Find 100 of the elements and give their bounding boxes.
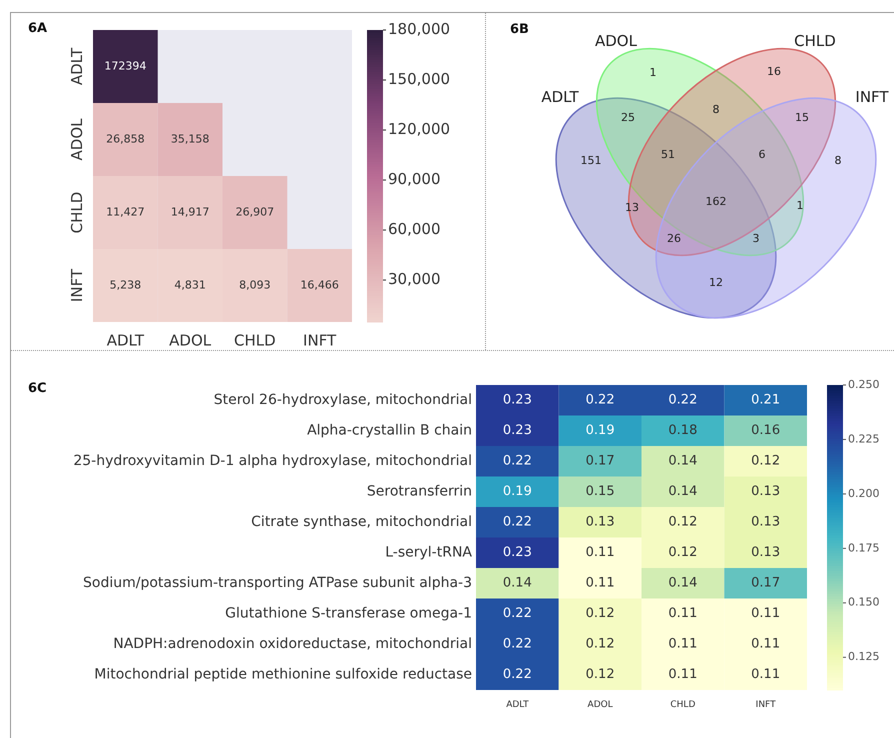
y-tick-label: Citrate synthase, mitochondrial <box>251 514 472 530</box>
data-label: 0.12 <box>668 545 698 560</box>
data-label: 0.18 <box>668 423 698 438</box>
color-bar-label: 60,000 <box>388 220 440 238</box>
color-bar-label: 0.250 <box>848 378 880 391</box>
y-tick-label: Alpha-crystallin B chain <box>307 422 472 438</box>
text: 151 <box>580 154 602 168</box>
data-label: 0.11 <box>668 606 698 622</box>
y-tick-label: ADLT <box>68 47 86 86</box>
data-label: 0.17 <box>586 454 615 469</box>
color-bar-label: 0.200 <box>848 486 880 500</box>
data-label: 26,907 <box>236 205 274 218</box>
y-tick-label: Sodium/potassium-transporting ATPase subunit alpha-3 <box>83 574 472 591</box>
data-label: 0.14 <box>502 576 532 591</box>
y-tick-label: ADOL <box>68 118 86 160</box>
data-label: 0.11 <box>668 636 698 652</box>
text: 16 <box>767 65 781 78</box>
data-label: 0.14 <box>668 454 698 469</box>
x-tick-label: CHLD <box>234 331 276 350</box>
data-label: 8,093 <box>239 278 271 292</box>
color-bar-label: 90,000 <box>388 170 440 188</box>
color-bar-label: 0.175 <box>848 541 880 554</box>
x-tick-label: ADOL <box>169 331 212 350</box>
y-tick-label: Sterol 26-hydroxylase, mitochondrial <box>214 392 472 408</box>
x-tick-label: INFT <box>756 700 776 710</box>
data-label: 0.13 <box>751 545 780 560</box>
y-tick-label: Glutathione S-transferase omega-1 <box>225 605 472 622</box>
data-label: 0.22 <box>502 514 532 530</box>
x-tick-label: ADLT <box>506 700 530 710</box>
data-label: 0.11 <box>586 576 615 591</box>
data-label: 0.14 <box>668 484 698 500</box>
text: 13 <box>625 201 639 214</box>
data-label: 0.11 <box>586 545 615 560</box>
data-label: 0.22 <box>586 392 615 408</box>
data-label: 0.22 <box>502 454 532 469</box>
data-label: 0.12 <box>586 606 615 622</box>
text: 25 <box>621 111 635 124</box>
data-label: 0.22 <box>502 636 532 652</box>
text: 1 <box>650 66 656 80</box>
data-label: 16,466 <box>300 278 339 292</box>
color-bar-label: 0.225 <box>848 432 880 446</box>
color-bar-label: 150,000 <box>388 70 450 88</box>
data-label: 0.13 <box>586 514 615 530</box>
color-bar-label: 0.125 <box>848 650 880 664</box>
data-label: 11,427 <box>106 205 145 218</box>
category-label: INFT <box>855 88 890 106</box>
text: 8 <box>712 103 720 116</box>
text: 26 <box>667 232 681 246</box>
data-label: 0.22 <box>502 667 532 682</box>
data-label: 0.12 <box>668 514 698 530</box>
data-label: 26,858 <box>106 132 145 146</box>
data-label: 0.17 <box>751 576 780 591</box>
data-label: 0.12 <box>586 667 615 682</box>
category-label: ADOL <box>595 32 638 50</box>
y-tick-label: CHLD <box>68 192 86 234</box>
text: 12 <box>709 276 723 290</box>
y-tick-label: Serotransferrin <box>366 483 472 500</box>
category-label: ADLT <box>541 88 580 106</box>
y-tick-label: L-seryl-tRNA <box>385 544 472 560</box>
text: 1 <box>796 199 804 212</box>
text: 6B <box>510 22 529 37</box>
data-label: 0.14 <box>668 576 698 591</box>
color-bar-label: 120,000 <box>388 120 450 138</box>
text: 162 <box>706 195 726 208</box>
data-label: 0.11 <box>668 667 698 682</box>
data-label: 0.11 <box>751 667 780 682</box>
text: 15 <box>795 111 809 124</box>
y-tick-label: Mitochondrial peptide methionine sulfoxide reductase <box>94 666 472 682</box>
data-label: 35,158 <box>170 132 210 146</box>
chart-title: 6A <box>28 20 48 36</box>
data-label: 0.12 <box>751 454 780 469</box>
data-label: 0.23 <box>502 392 532 408</box>
data-label: 0.23 <box>502 423 532 438</box>
y-tick-label: INFT <box>68 268 86 302</box>
data-label: 0.22 <box>502 606 532 622</box>
text: 6 <box>758 148 766 162</box>
data-label: 0.15 <box>586 484 615 500</box>
data-label: 0.19 <box>502 484 532 500</box>
data-label: 0.12 <box>586 636 615 652</box>
data-label: 14,917 <box>170 205 210 218</box>
color-bar-label: 180,000 <box>388 20 450 38</box>
y-tick-label: 25-hydroxyvitamin D-1 alpha hydroxylase, mitochondrial <box>73 452 472 469</box>
data-label: 0.23 <box>502 545 532 560</box>
x-tick-label: ADOL <box>588 700 613 710</box>
data-label: 4,831 <box>174 278 206 292</box>
x-tick-label: ADLT <box>106 331 145 350</box>
data-label: 0.13 <box>751 484 780 500</box>
data-label: 0.11 <box>751 606 780 622</box>
data-label: 0.22 <box>668 392 698 408</box>
text: 8 <box>834 154 842 168</box>
data-label: 5,238 <box>110 278 142 292</box>
category-label: CHLD <box>794 32 836 50</box>
color-bar-label: 30,000 <box>388 270 440 288</box>
data-label: 0.19 <box>586 423 615 438</box>
color-bar-label: 0.150 <box>848 596 880 609</box>
data-label: 0.16 <box>751 423 780 438</box>
x-tick-label: INFT <box>303 331 338 350</box>
text: 6C <box>28 380 47 396</box>
data-label: 0.11 <box>751 636 780 652</box>
text: 3 <box>752 232 760 246</box>
